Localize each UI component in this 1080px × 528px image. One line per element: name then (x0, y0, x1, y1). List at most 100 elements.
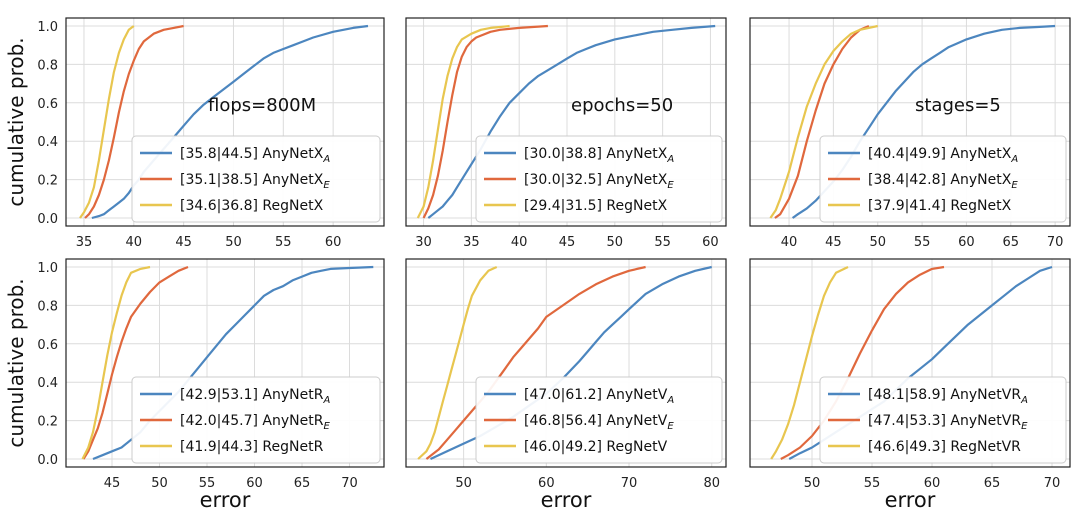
x-tick-label: 70 (341, 476, 358, 491)
legend-entry: [37.9|41.4] RegNetX (868, 198, 1012, 214)
legend-subscript: E (323, 180, 330, 191)
x-tick-label: 60 (702, 235, 719, 250)
legend: [30.0|38.8] AnyNetXA [30.0|32.5] AnyNetXE… (475, 135, 723, 223)
plot-frame (65, 258, 385, 468)
legend-box (131, 135, 381, 223)
x-tick-label: 45 (559, 235, 576, 250)
legend-subscript: A (1020, 395, 1028, 406)
x-tick-label: 45 (175, 235, 192, 250)
legend-box (475, 376, 723, 464)
y-tick-label: 0.6 (37, 338, 58, 353)
plot-frame (405, 258, 727, 468)
legend-entry: [35.8|44.5] AnyNetXA (180, 146, 330, 165)
legend: [47.0|61.2] AnyNetVA [46.8|56.4] AnyNetVE… (475, 376, 723, 464)
legend-entry: [30.0|38.8] AnyNetXA (524, 146, 674, 165)
legend-subscript: A (322, 395, 330, 406)
series-line-R (416, 24, 510, 219)
x-tick-label: 35 (76, 235, 93, 250)
y-axis-label: cumulative prob. (4, 37, 28, 206)
x-axis-label: error (200, 488, 251, 512)
legend-subscript: E (667, 180, 674, 191)
legend-box (819, 376, 1067, 464)
x-tick-label: 40 (126, 235, 143, 250)
legend-entry: [47.0|61.2] AnyNetVA (524, 387, 674, 406)
legend-subscript: A (322, 154, 330, 165)
x-tick-label: 60 (325, 235, 342, 250)
series-line-E (780, 265, 945, 460)
panel-annotation: epochs=50 (571, 95, 673, 116)
y-tick-label: 0.2 (37, 415, 58, 430)
x-tick-label: 65 (294, 476, 311, 491)
x-tick-label: 60 (958, 235, 975, 250)
legend-entry: [41.9|44.3] RegNetR (180, 439, 324, 455)
series-line-E (84, 24, 184, 219)
y-tick-label: 1.0 (37, 20, 58, 35)
series-line-E (774, 24, 870, 219)
series-line-R (769, 24, 878, 219)
legend-entry: [34.6|36.8] RegNetX (180, 198, 324, 214)
legend-entry: [42.0|45.7] AnyNetRE (180, 413, 330, 432)
x-tick-label: 50 (804, 476, 821, 491)
series-line-R (770, 266, 849, 460)
legend-entry: [48.1|58.9] AnyNetVRA (868, 387, 1028, 406)
legend-box (819, 135, 1067, 223)
y-tick-label: 0.8 (37, 299, 58, 314)
series-line-A (91, 24, 369, 220)
legend-box (131, 376, 381, 464)
series-line-R (81, 265, 151, 460)
x-tick-label: 40 (781, 235, 798, 250)
x-tick-label: 70 (1047, 235, 1064, 250)
y-axis-label: cumulative prob. (4, 278, 28, 447)
legend-entry: [40.4|49.9] AnyNetXA (868, 146, 1018, 165)
x-tick-label: 30 (415, 235, 432, 250)
panel-6: 50 55 60 65 70 [48.1|58.9] AnyNetVRA [47.4|53.… (749, 258, 1071, 491)
legend-entry: [47.4|53.3] AnyNetVRE (868, 413, 1028, 432)
legend-entry: [46.0|49.2] RegNetV (524, 439, 668, 455)
plot-frame (749, 17, 1071, 227)
x-tick-label: 45 (104, 476, 121, 491)
x-tick-label: 55 (914, 235, 931, 250)
x-tick-label: 65 (984, 476, 1001, 491)
x-tick-label: 40 (511, 235, 528, 250)
series-line-E (425, 265, 646, 460)
x-tick-label: 50 (869, 235, 886, 250)
y-tick-label: 0.2 (37, 174, 58, 189)
x-tick-label: 55 (654, 235, 671, 250)
y-tick-label: 0.4 (37, 376, 58, 391)
y-tick-label: 0.6 (37, 97, 58, 112)
panel-5: 50 60 70 80 [47.0|61.2] AnyNetVA [46.8|56.4] … (405, 258, 727, 491)
x-tick-label: 70 (621, 476, 638, 491)
legend-entry: [46.6|49.3] RegNetVR (868, 439, 1021, 455)
panel-4: 45 50 55 60 65 70 0.0 0.2 0.4 0.6 0.8 1.0 [42.9|53.1… (37, 258, 385, 491)
y-tick-label: 0.8 (37, 58, 58, 73)
series-line-R (79, 25, 135, 219)
x-tick-label: 60 (246, 476, 263, 491)
legend: [42.9|53.1] AnyNetRA [42.0|45.7] AnyNetRE… (131, 376, 381, 464)
x-tick-label: 80 (703, 476, 720, 491)
x-axis-label: error (541, 488, 592, 512)
x-tick-label: 50 (151, 476, 168, 491)
plot-frame (65, 17, 385, 227)
legend-entry: [42.9|53.1] AnyNetRA (180, 387, 330, 406)
x-tick-label: 50 (225, 235, 242, 250)
x-tick-label: 60 (538, 476, 555, 491)
legend-entry: [29.4|31.5] RegNetX (524, 198, 668, 214)
legend-entry: [46.8|56.4] AnyNetVE (524, 413, 674, 432)
legend-subscript: E (1021, 421, 1028, 432)
series-line-E (422, 24, 548, 219)
x-tick-label: 60 (924, 476, 941, 491)
x-tick-label: 55 (275, 235, 292, 250)
series-line-A (427, 24, 716, 219)
panel-annotation: flops=800M (208, 95, 316, 116)
x-tick-label: 65 (1003, 235, 1020, 250)
x-tick-label: 70 (1044, 476, 1061, 491)
x-tick-label: 50 (607, 235, 624, 250)
y-tick-label: 0.0 (37, 453, 58, 468)
y-tick-label: 0.0 (37, 212, 58, 227)
x-tick-label: 50 (455, 476, 472, 491)
legend-entry: [30.0|32.5] AnyNetXE (524, 172, 674, 191)
panel-3: 40 45 50 55 60 65 70 stages=5 [40.4|49.9] AnyNet… (749, 17, 1071, 250)
x-axis-label: error (885, 488, 936, 512)
x-tick-label: 35 (463, 235, 480, 250)
